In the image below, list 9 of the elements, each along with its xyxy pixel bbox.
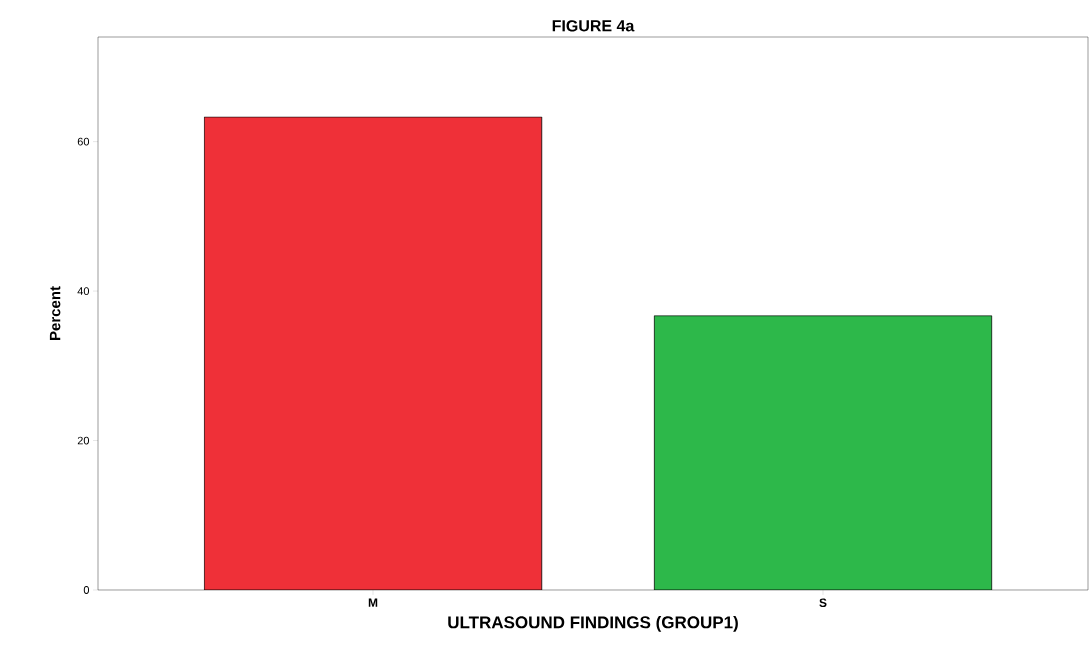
y-tick-label: 60 [77, 137, 90, 146]
x-tick-label: M [368, 598, 378, 607]
y-tick-label: 40 [77, 287, 90, 295]
y-tick-label: 0 [83, 586, 90, 594]
x-tick-label: S [819, 598, 827, 608]
y-axis-title: Percent [49, 286, 61, 340]
chart-title: FIGURE 4a [552, 20, 635, 32]
x-axis-title: ULTRASOUND FINDINGS (GROUP1) [448, 615, 738, 632]
y-tick-label: 20 [77, 436, 90, 445]
